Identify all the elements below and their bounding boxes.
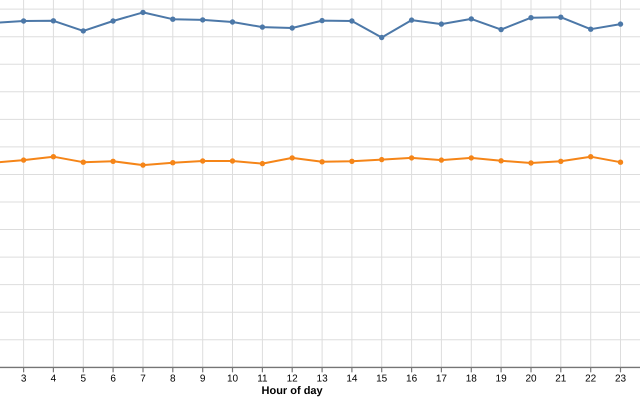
svg-text:5: 5: [81, 374, 87, 385]
svg-text:9: 9: [200, 374, 206, 385]
svg-text:18: 18: [466, 374, 478, 385]
svg-text:20: 20: [525, 374, 537, 385]
svg-text:3: 3: [21, 374, 27, 385]
svg-text:22: 22: [585, 374, 597, 385]
svg-text:15: 15: [376, 374, 388, 385]
svg-text:13: 13: [317, 374, 329, 385]
svg-text:21: 21: [555, 374, 567, 385]
svg-text:8: 8: [170, 374, 176, 385]
svg-text:16: 16: [406, 374, 418, 385]
svg-text:19: 19: [496, 374, 508, 385]
svg-text:12: 12: [287, 374, 299, 385]
svg-text:14: 14: [346, 374, 358, 385]
svg-text:11: 11: [257, 374, 268, 385]
svg-text:23: 23: [615, 374, 627, 385]
svg-text:10: 10: [227, 374, 239, 385]
svg-text:Hour of day: Hour of day: [262, 385, 324, 397]
svg-text:17: 17: [436, 374, 448, 385]
svg-text:6: 6: [110, 374, 116, 385]
svg-text:4: 4: [51, 374, 57, 385]
svg-text:7: 7: [140, 374, 146, 385]
